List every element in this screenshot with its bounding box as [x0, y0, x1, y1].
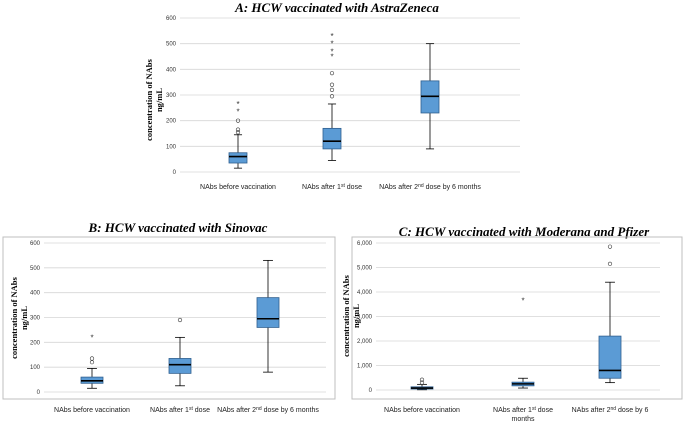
panel-c-box-2: *: [511, 297, 535, 389]
panel-b: B: HCW vaccinated with Sinovac concentra…: [2, 220, 336, 414]
iqr-box: [168, 358, 192, 374]
panel-a: A: HCW vaccinated with AstraZeneca conce…: [144, 0, 520, 191]
panel-b-ytick-label: 600: [30, 241, 41, 247]
panel-a-ytick-label: 200: [166, 119, 177, 125]
panel-b-ytick-label: 200: [30, 340, 41, 346]
panel-a-ytick-label: 500: [166, 42, 177, 48]
outlier-point: [419, 377, 425, 382]
outlier-point: [235, 127, 241, 132]
panel-b-title: B: HCW vaccinated with Sinovac: [88, 220, 268, 235]
panel-b-category-label: NAbs after 1st dose: [150, 406, 210, 414]
panel-b-ylabel-unit: ng/mL: [19, 306, 29, 330]
panel-a-category-label: NAbs before vaccination: [200, 184, 276, 191]
panel-a-ytick-label: 400: [166, 67, 177, 73]
extreme-point: *: [330, 53, 333, 62]
panel-a-ytick-label: 300: [166, 93, 177, 99]
outlier-point: [329, 94, 335, 99]
iqr-box: [598, 335, 622, 379]
outlier-point: [607, 244, 613, 249]
panel-c-ylabel: concentration of NAbs: [341, 274, 351, 356]
panel-a-title: A: HCW vaccinated with AstraZeneca: [234, 0, 439, 15]
outlier-point: [607, 261, 613, 266]
panel-c-category-label-line2: months: [512, 416, 535, 423]
panel-a-box-3: [420, 43, 440, 150]
outlier-point: [419, 380, 425, 385]
panel-c-title: C: HCW vaccinated with Moderana and Pfiz…: [399, 224, 650, 239]
panel-a-box-1: **: [228, 100, 248, 169]
panel-a-ytick-label: 0: [173, 170, 177, 176]
panel-a-ylabel-unit: ng/mL: [154, 88, 164, 112]
outlier-point: [329, 71, 335, 76]
panel-b-ytick-label: 100: [30, 365, 41, 371]
outlier-point: [89, 360, 95, 365]
outlier-point: [329, 87, 335, 92]
panel-b-category-label: NAbs after 2nd dose by 6 months: [217, 406, 319, 414]
outlier-point: [329, 82, 335, 87]
panel-c-ytick-label: 1,000: [357, 364, 373, 370]
panel-c-ytick-label: 2,000: [357, 339, 373, 345]
panel-a-category-label: NAbs after 1st dose: [302, 183, 362, 191]
panel-a-box-2: ****: [322, 32, 342, 161]
panel-c-ytick-label: 4,000: [357, 290, 373, 296]
outlier-point: [235, 118, 241, 123]
extreme-point: *: [330, 40, 333, 49]
panel-a-ytick-label: 100: [166, 144, 177, 150]
outlier-point: [235, 130, 241, 135]
panel-c: C: HCW vaccinated with Moderana and Pfiz…: [341, 224, 683, 423]
extreme-point: *: [236, 100, 239, 109]
panel-c-ytick-label: 6,000: [357, 241, 373, 247]
extreme-point: *: [236, 108, 239, 117]
panel-a-ytick-label: 600: [166, 16, 177, 22]
outlier-point: [177, 317, 183, 323]
outlier-point: [89, 356, 95, 361]
panel-b-ytick-label: 0: [37, 390, 41, 396]
panel-b-box-2: [168, 317, 192, 387]
extreme-point: *: [330, 32, 333, 41]
panel-c-category-label: NAbs after 2nd dose by 6: [572, 406, 649, 414]
panel-a-ylabel: concentration of NAbs: [144, 58, 154, 140]
panel-b-category-label: NAbs before vaccination: [54, 407, 130, 414]
panel-b-ylabel: concentration of NAbs: [9, 276, 19, 358]
extreme-point: *: [330, 47, 333, 56]
iqr-box: [256, 297, 280, 328]
panel-c-frame: [351, 236, 683, 400]
extreme-point: *: [521, 297, 524, 306]
panel-c-category-label: NAbs before vaccination: [384, 407, 460, 414]
panel-b-ytick-label: 400: [30, 291, 41, 297]
panel-a-category-label: NAbs after 2nd dose by 6 months: [379, 183, 481, 191]
panel-c-category-label: NAbs after 1st dose: [493, 406, 553, 414]
panel-c-ytick-label: 3,000: [357, 315, 373, 321]
panel-b-frame: [2, 236, 336, 400]
panel-c-box-3: [598, 244, 622, 384]
panel-c-ytick-label: 0: [369, 388, 373, 394]
extreme-point: *: [90, 333, 93, 342]
panel-b-ytick-label: 500: [30, 266, 41, 272]
panel-b-box-3: [256, 259, 280, 373]
panel-b-box-1: *: [80, 333, 104, 389]
iqr-box: [228, 152, 248, 164]
panel-c-box-1: [410, 377, 434, 391]
panel-c-ylabel-unit: ng/mL: [351, 304, 361, 328]
iqr-box: [322, 127, 342, 150]
panel-c-ytick-label: 5,000: [357, 266, 373, 272]
panel-b-ytick-label: 300: [30, 316, 41, 322]
